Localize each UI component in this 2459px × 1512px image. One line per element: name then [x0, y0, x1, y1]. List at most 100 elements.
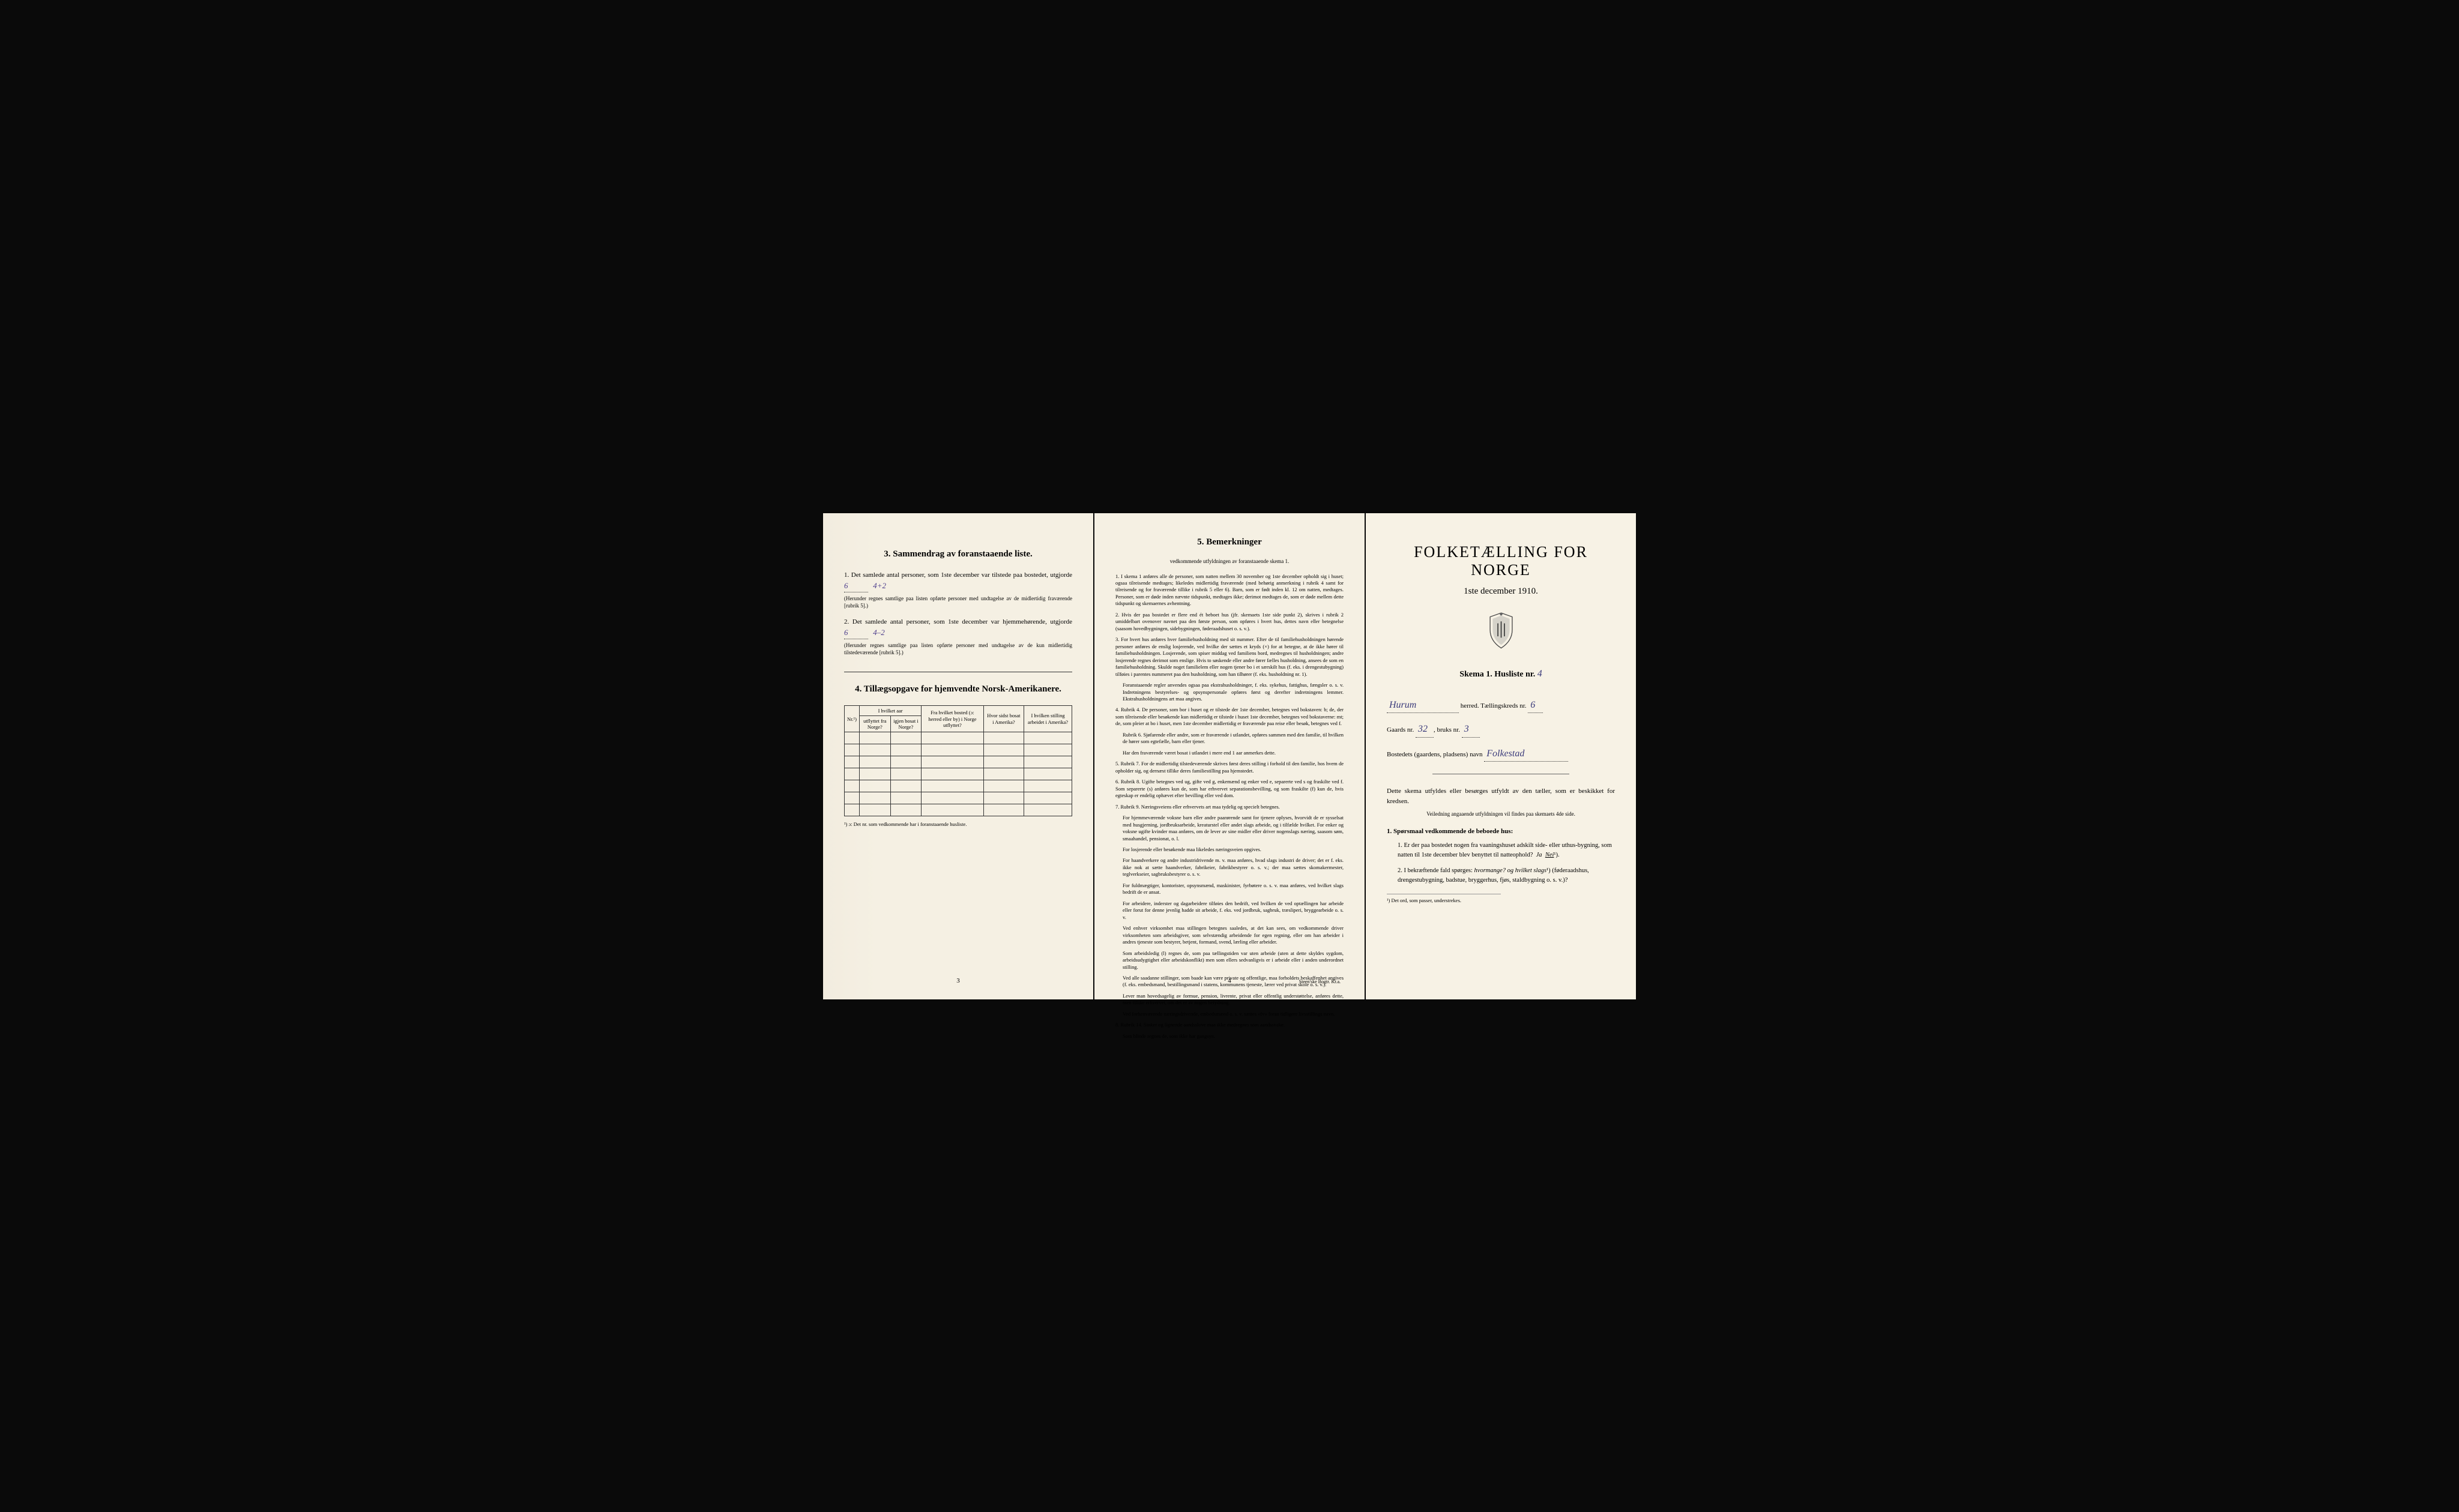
section5-number: 5. [1197, 537, 1204, 547]
remark-item: 5. Rubrik 7. For de midlertidig tilstede… [1115, 761, 1344, 774]
census-document: 3. Sammendrag av foranstaaende liste. 1.… [823, 513, 1636, 999]
gaard-value1: 32 [1416, 721, 1434, 738]
q2-before: I bekræftende fald spørges: [1404, 867, 1473, 874]
bosted-label: Bostedets (gaardens, pladsens) navn [1387, 751, 1482, 758]
remark-item: Som blinde regnes de, som ikke har gangs… [1123, 1033, 1344, 1040]
coat-of-arms [1387, 612, 1615, 654]
item2-note: (Herunder regnes samtlige paa listen opf… [844, 642, 1072, 657]
remark-item: Som arbeidsledig (l) regnes de, som paa … [1123, 950, 1344, 971]
remark-item: Foranstaaende regler anvendes ogsaa paa … [1123, 682, 1344, 702]
remark-item: Ved enhver virksomhet maa stillingen bet… [1123, 925, 1344, 945]
remark-item: For losjerende eller besøkende maa likel… [1123, 846, 1344, 853]
bosted-value: Folkestad [1484, 746, 1568, 762]
item2-value2: 4–2 [873, 628, 885, 637]
bosted-line: Bostedets (gaardens, pladsens) navn Folk… [1387, 746, 1615, 762]
item1-text: Det samlede antal personer, som 1ste dec… [851, 571, 1072, 579]
item1-field1: 6 [844, 580, 868, 592]
table-row [845, 756, 1072, 768]
table-row [845, 744, 1072, 756]
remark-item: For arbeidere, inderster og dagarbeidere… [1123, 900, 1344, 921]
q1-sup: ¹). [1554, 852, 1559, 858]
remark-item: Lever man hovedsagelig av formue, pensio… [1123, 993, 1344, 1007]
page-1: 3. Sammendrag av foranstaaende liste. 1.… [823, 513, 1093, 999]
question-1: 1. Er der paa bostedet nogen fra vaaning… [1398, 841, 1615, 860]
q2-hvormange: hvormange? [1474, 867, 1506, 874]
skema-line: Skema 1. Husliste nr. 4 [1387, 669, 1615, 679]
remark-item: 8. Rubrik 14. Sinker og lignende aandssl… [1115, 1022, 1344, 1028]
instructions-small: Veiledning angaaende utfyldningen vil fi… [1387, 811, 1615, 817]
item2-value1: 6 [844, 628, 848, 637]
section5-title: 5. Bemerkninger [1115, 537, 1344, 547]
q2-og: og [1507, 867, 1514, 874]
item2-text: Det samlede antal personer, som 1ste dec… [852, 618, 1072, 625]
table-body [845, 732, 1072, 816]
emigrant-table: Nr.¹) I hvilket aar Fra hvilket bosted (… [844, 705, 1072, 817]
q1-text: Er der paa bostedet nogen fra vaaningshu… [1398, 842, 1612, 858]
remark-item: 7. Rubrik 9. Næringsveiens eller erhverv… [1115, 804, 1344, 810]
qtitle-num: 1. [1387, 828, 1392, 835]
section4-number: 4. [855, 684, 861, 694]
questions: 1. Spørsmaal vedkommende de beboede hus:… [1387, 828, 1615, 885]
page2-number: 4 [1228, 977, 1231, 984]
th-year-out: utflyttet fra Norge? [860, 716, 891, 732]
section4-title: 4. Tillægsopgave for hjemvendte Norsk-Am… [844, 684, 1072, 694]
q2-hvilket: hvilket slags [1515, 867, 1546, 874]
main-title: FOLKETÆLLING FOR NORGE [1387, 543, 1615, 579]
th-nr: Nr.¹) [845, 705, 860, 732]
gaard-label2: bruks nr. [1437, 726, 1460, 733]
section4-title-text: Tillægsopgave for hjemvendte Norsk-Ameri… [864, 684, 1061, 694]
table-row [845, 768, 1072, 780]
page-3: FOLKETÆLLING FOR NORGE 1ste december 191… [1366, 513, 1636, 999]
skema-label: Skema 1. Husliste nr. [1459, 670, 1535, 679]
item2-field1: 6 [844, 627, 868, 639]
page1-number: 3 [956, 977, 960, 984]
remark-item: 6. Rubrik 8. Ugifte betegnes ved ug, gif… [1115, 779, 1344, 799]
section3-item1: 1. Det samlede antal personer, som 1ste … [844, 570, 1072, 610]
q2-num: 2. [1398, 867, 1402, 874]
questions-title: 1. Spørsmaal vedkommende de beboede hus: [1387, 828, 1615, 835]
remark-item: 2. Hvis der paa bostedet er flere end ét… [1115, 612, 1344, 632]
gaard-value2: 3 [1462, 721, 1480, 738]
q1-ja: Ja [1536, 852, 1542, 858]
q2-sup: ¹) [1546, 867, 1551, 874]
remark-item: For haandverkere og andre industridriven… [1123, 857, 1344, 878]
table-row [845, 792, 1072, 804]
q1-nei: Nei [1545, 852, 1554, 858]
remark-item: For fuldmægtiger, kontorister, opsynsmæn… [1123, 882, 1344, 896]
herred-name: Hurum [1387, 697, 1459, 714]
remark-item: 3. For hvert hus anføres hver familiehus… [1115, 636, 1344, 678]
item1-note: (Herunder regnes samtlige paa listen opf… [844, 595, 1072, 610]
page3-footnote: ¹) Det ord, som passer, understrekes. [1387, 894, 1501, 903]
instructions: Dette skema utfyldes eller besørges utfy… [1387, 786, 1615, 806]
item1-value1: 6 [844, 581, 848, 590]
remark-item: For hjemmeværende voksne barn eller andr… [1123, 815, 1344, 842]
table-row [845, 732, 1072, 744]
remark-item: 1. I skema 1 anføres alle de personer, s… [1115, 573, 1344, 607]
table-row [845, 780, 1072, 792]
gaard-line: Gaards nr. 32, bruks nr. 3 [1387, 721, 1615, 738]
section4-footnote: ¹) ɔ: Det nr. som vedkommende har i fora… [844, 821, 1072, 827]
section5-title-text: Bemerkninger [1206, 537, 1261, 547]
section3-item2: 2. Det samlede antal personer, som 1ste … [844, 617, 1072, 657]
item2-num: 2. [844, 618, 849, 625]
remarks-list: 1. I skema 1 anføres alle de personer, s… [1115, 573, 1344, 1040]
q1-num: 1. [1398, 842, 1402, 849]
section3-number: 3. [884, 549, 890, 559]
herred-line: Hurum herred. Tællingskreds nr. 6 [1387, 697, 1615, 714]
herred-label: herred. Tællingskreds nr. [1461, 702, 1527, 709]
herred-value: 6 [1528, 697, 1543, 714]
question-2: 2. I bekræftende fald spørges: hvormange… [1398, 866, 1615, 885]
section3-title: 3. Sammendrag av foranstaaende liste. [844, 549, 1072, 559]
skema-value: 4 [1537, 669, 1542, 679]
th-from: Fra hvilket bosted (ɔ: herred eller by) … [922, 705, 983, 732]
qtitle-text: Spørsmaal vedkommende de beboede hus: [1393, 828, 1513, 835]
remark-item: 4. Rubrik 4. De personer, som bor i huse… [1115, 706, 1344, 727]
subtitle: 1ste december 1910. [1387, 586, 1615, 597]
page-2: 5. Bemerkninger vedkommende utfyldningen… [1094, 513, 1365, 999]
item1-value2: 4+2 [873, 581, 886, 590]
item1-num: 1. [844, 571, 849, 579]
crest-icon [1485, 612, 1518, 651]
printer-mark: Steen'ske Bogtr. Kr.a. [1299, 979, 1341, 984]
remark-item: Rubrik 6. Sjøfarende eller andre, som er… [1123, 732, 1344, 745]
table-row [845, 804, 1072, 816]
